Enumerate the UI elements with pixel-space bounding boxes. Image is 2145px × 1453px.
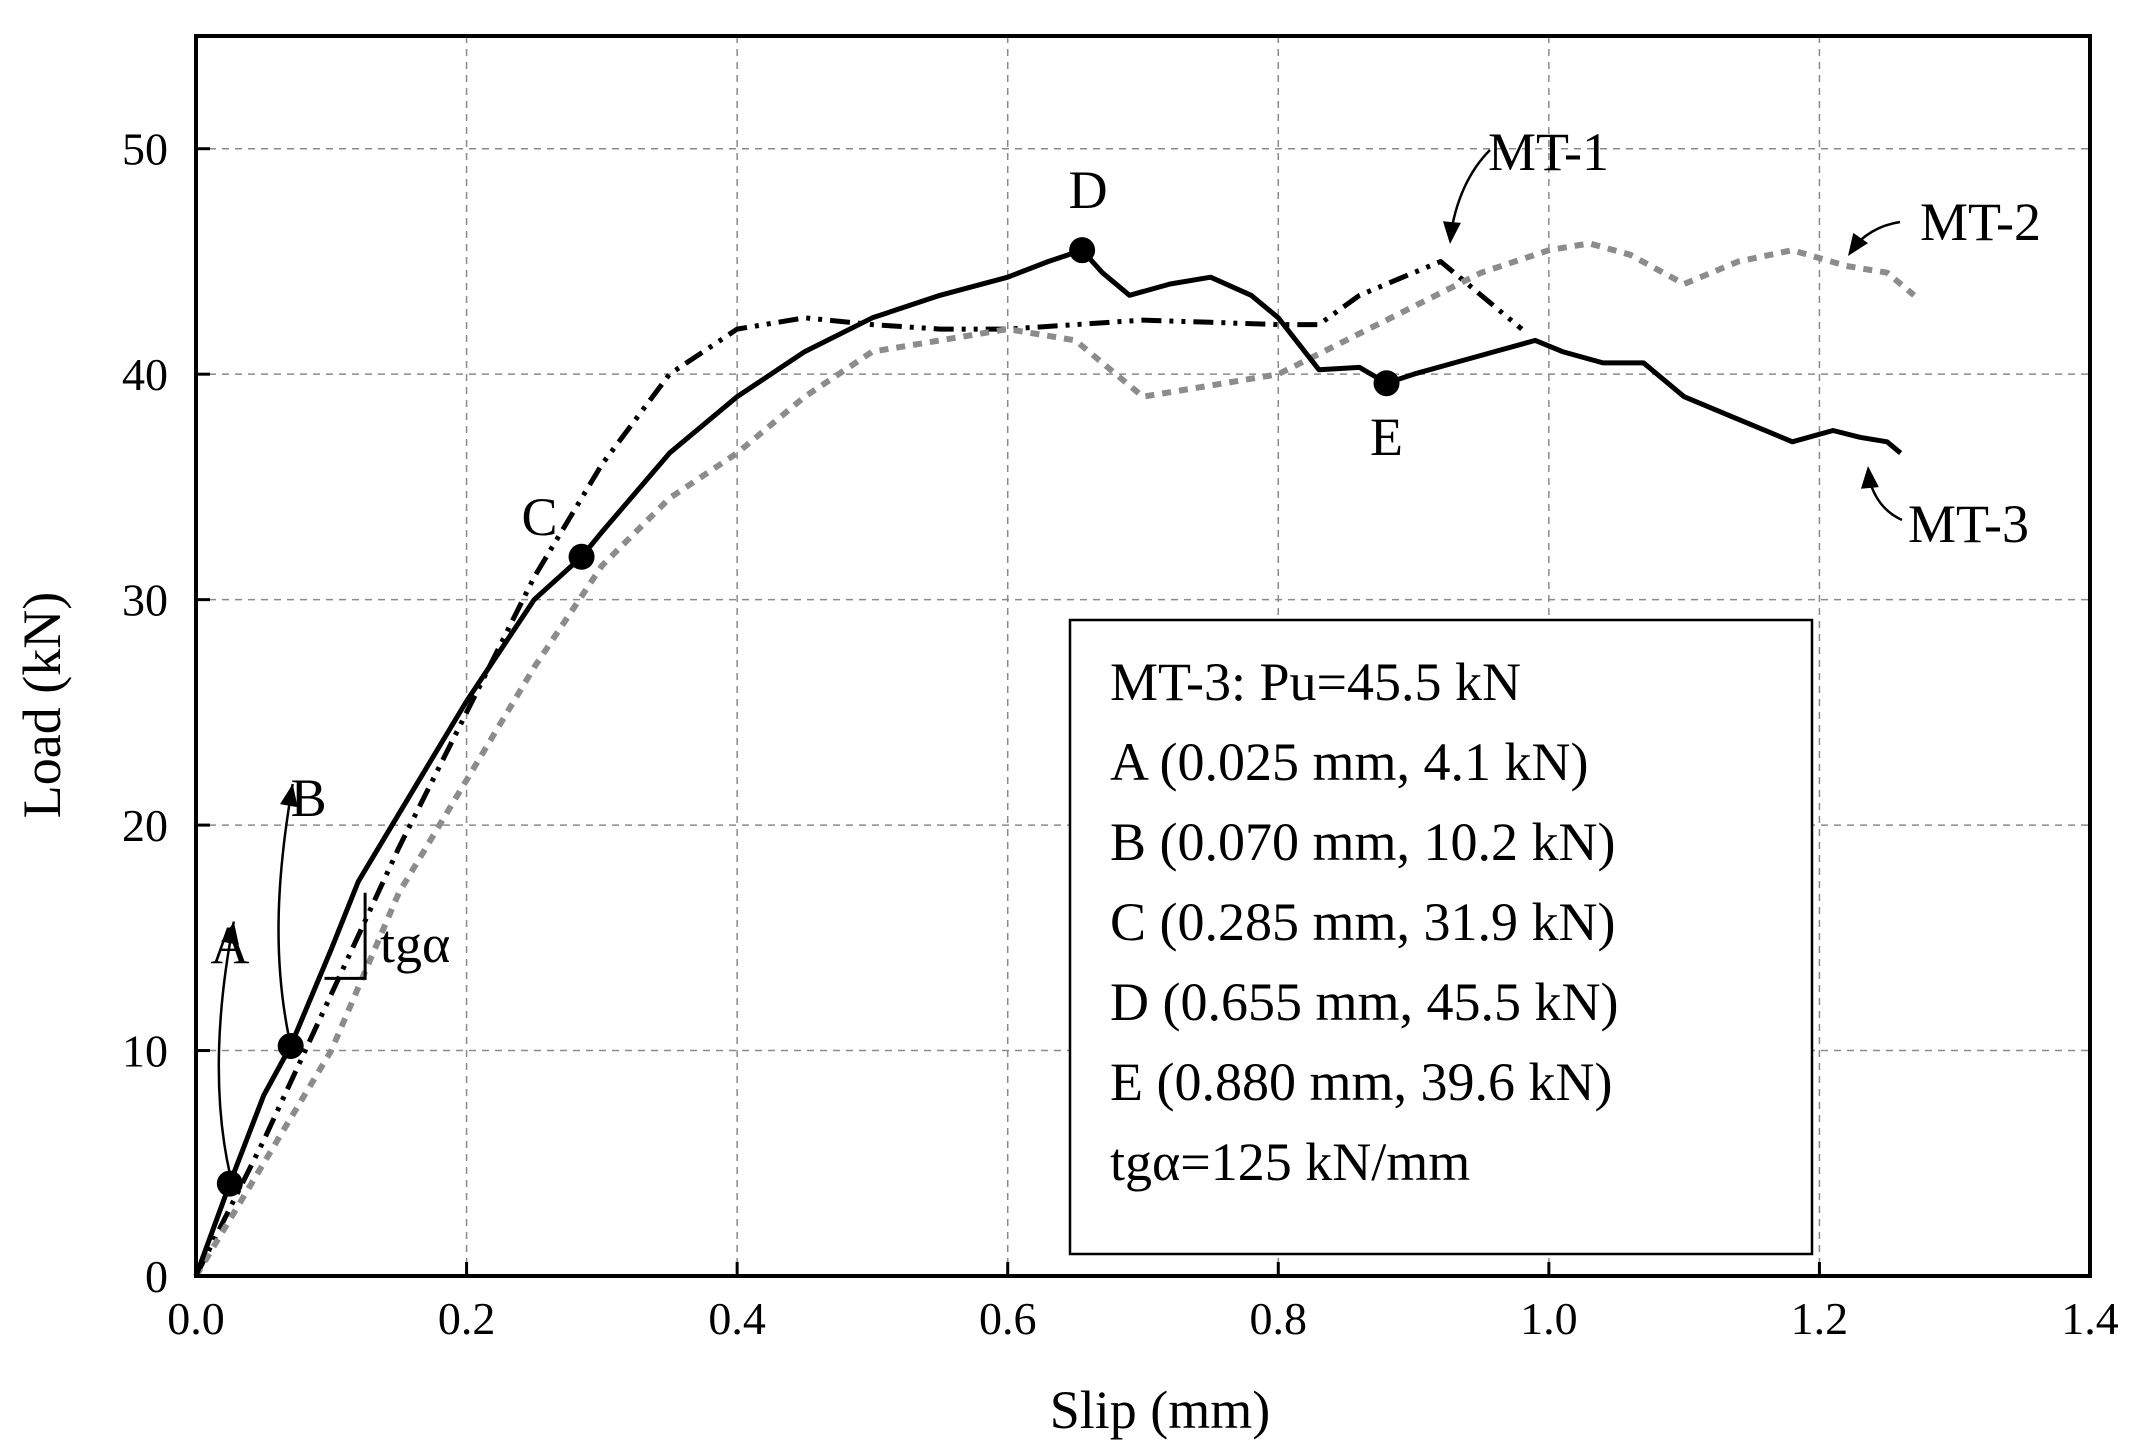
- info-line-b: B (0.070 mm, 10.2 kN): [1110, 812, 1616, 872]
- x-axis-label: Slip (mm): [1050, 1380, 1271, 1440]
- x-tick-label: 0.0: [167, 1293, 225, 1344]
- x-tick-label: 0.6: [979, 1293, 1037, 1344]
- x-tick-label: 0.8: [1250, 1293, 1308, 1344]
- y-tick-label: 10: [122, 1026, 168, 1077]
- slope-triangle-legs: [324, 892, 367, 980]
- series-label-mt-1: MT-1: [1488, 122, 1609, 182]
- arrow-mt-3-head: [1860, 466, 1879, 489]
- point-d-marker: [1069, 237, 1096, 264]
- info-line-d: D (0.655 mm, 45.5 kN): [1110, 972, 1618, 1032]
- point-d-label: D: [1069, 160, 1108, 220]
- y-tick-label: 0: [145, 1251, 168, 1302]
- x-tick-label: 1.0: [1520, 1293, 1578, 1344]
- info-line-pu: MT-3: Pu=45.5 kN: [1110, 652, 1521, 712]
- y-tick-label: 30: [122, 575, 168, 626]
- y-axis-label: Load (kN): [12, 592, 72, 818]
- arrow-mt-1-head: [1442, 221, 1461, 244]
- info-line-slope: tgα=125 kN/mm: [1110, 1132, 1470, 1192]
- series-line-mt-2: [193, 240, 1917, 1278]
- series-group: [193, 240, 1917, 1278]
- point-b-label: B: [291, 768, 327, 828]
- x-tick-label: 0.4: [708, 1293, 766, 1344]
- x-tick-label: 1.4: [2061, 1293, 2119, 1344]
- annotation-arrows: [217, 149, 1903, 1174]
- point-c-marker: [568, 543, 595, 570]
- arrow-b: [277, 783, 294, 1037]
- point-e-label: E: [1370, 407, 1403, 467]
- point-e-marker: [1373, 370, 1400, 397]
- slope-triangle: [324, 892, 367, 980]
- plot-frame: [194, 34, 2092, 1278]
- arrow-a: [217, 921, 236, 1174]
- info-line-c: C (0.285 mm, 31.9 kN): [1110, 892, 1616, 952]
- x-tick-label: 0.2: [438, 1293, 496, 1344]
- y-axis-ticks: 0 10 20 30 40 50: [122, 124, 210, 1302]
- series-label-mt-3: MT-3: [1908, 494, 2029, 554]
- info-box: MT-3: Pu=45.5 kN A (0.025 mm, 4.1 kN) B …: [1068, 618, 1814, 1256]
- info-line-e: E (0.880 mm, 39.6 kN): [1110, 1052, 1612, 1112]
- y-tick-label: 40: [122, 349, 168, 400]
- series-line-mt-1: [193, 259, 1524, 1278]
- y-tick-label: 50: [122, 124, 168, 175]
- point-a-marker: [216, 1170, 243, 1197]
- arrow-mt-2-head: [1848, 232, 1868, 256]
- series-label-mt-2: MT-2: [1920, 192, 2041, 252]
- slope-label: tgα: [380, 914, 450, 974]
- info-box-frame: [1068, 618, 1814, 1256]
- x-tick-label: 1.2: [1791, 1293, 1849, 1344]
- series-line-mt-3: [193, 247, 1903, 1277]
- point-c-label: C: [522, 487, 558, 547]
- info-line-a: A (0.025 mm, 4.1 kN): [1110, 732, 1589, 792]
- arrow-b-head: [280, 784, 298, 808]
- x-axis-ticks: 0.0 0.2 0.4 0.6 0.8 1.0 1.2 1.4: [167, 1262, 2119, 1344]
- point-b-marker: [277, 1033, 304, 1060]
- arrow-a-head: [221, 921, 239, 945]
- y-tick-label: 20: [122, 800, 168, 851]
